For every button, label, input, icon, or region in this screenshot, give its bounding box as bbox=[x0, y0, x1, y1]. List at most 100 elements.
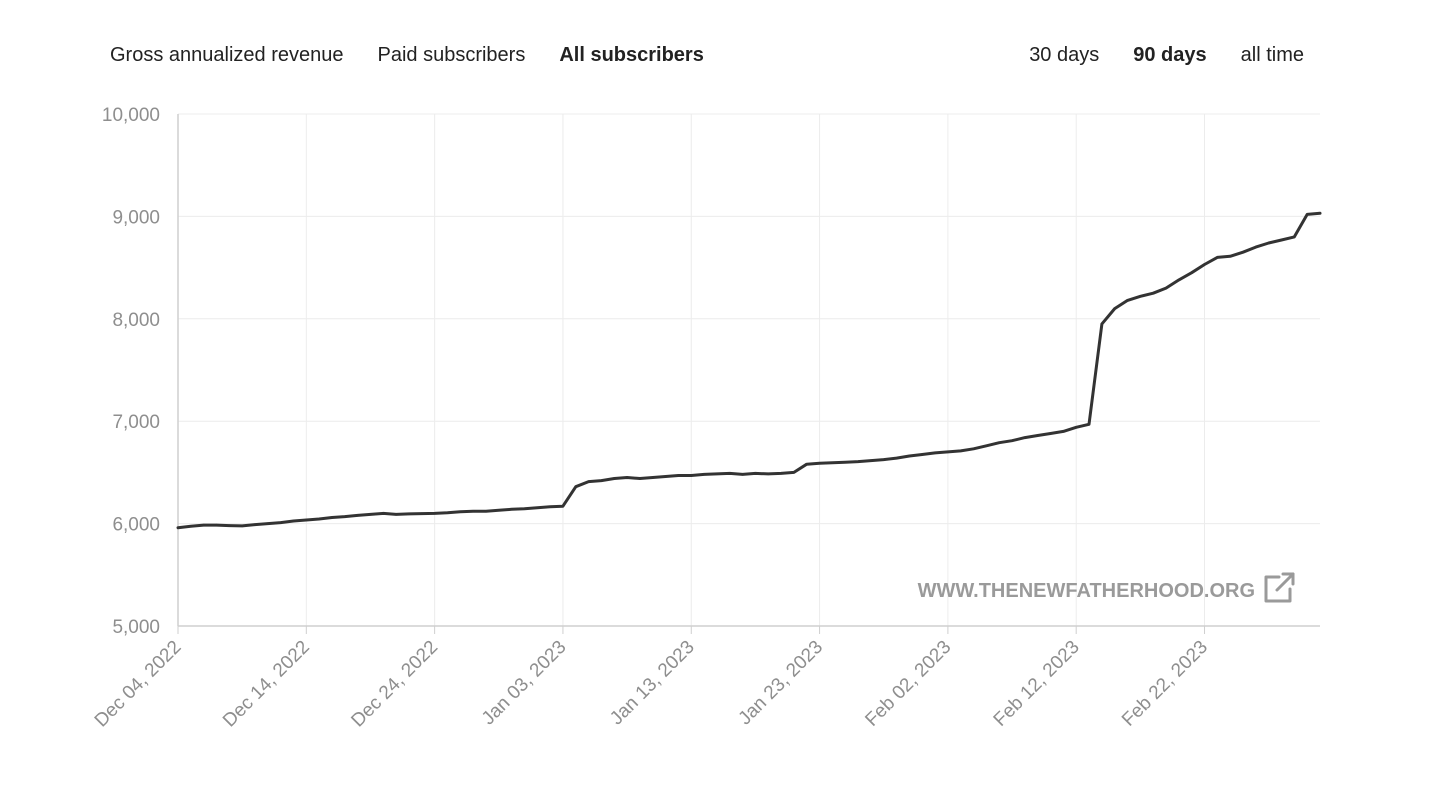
data-point bbox=[330, 516, 334, 519]
data-point bbox=[561, 505, 565, 508]
x-tick-label: Dec 04, 2022 bbox=[91, 637, 186, 732]
data-point bbox=[1164, 286, 1168, 290]
data-point bbox=[690, 474, 693, 477]
data-point bbox=[664, 475, 667, 478]
data-point bbox=[1280, 238, 1283, 242]
data-point bbox=[215, 523, 218, 527]
data-point bbox=[998, 441, 1001, 444]
tab-paid-subscribers[interactable]: Paid subscribers bbox=[377, 44, 526, 66]
grid bbox=[177, 113, 1320, 627]
tab-30-days[interactable]: 30 days bbox=[1029, 44, 1100, 66]
data-point bbox=[779, 472, 783, 475]
y-tick-label: 10,000 bbox=[102, 105, 160, 126]
y-tick-label: 6,000 bbox=[112, 515, 160, 536]
data-point bbox=[394, 513, 398, 516]
data-point bbox=[266, 522, 269, 525]
data-point bbox=[279, 521, 282, 524]
data-point bbox=[1075, 426, 1078, 429]
data-point bbox=[702, 473, 706, 476]
data-point bbox=[253, 523, 257, 526]
range-tabs: 30 days 90 days all time bbox=[1029, 40, 1304, 70]
series-line-all-subscribers bbox=[176, 211, 1322, 530]
data-point bbox=[767, 472, 770, 476]
data-point bbox=[946, 450, 950, 454]
data-point bbox=[856, 460, 860, 463]
metric-tabs: Gross annualized revenue Paid subscriber… bbox=[110, 40, 704, 70]
data-point bbox=[407, 512, 411, 516]
data-point bbox=[985, 444, 988, 447]
data-point bbox=[1087, 423, 1091, 426]
x-tick-label: Feb 02, 2023 bbox=[861, 637, 955, 731]
data-point bbox=[510, 508, 513, 511]
data-point bbox=[818, 462, 821, 465]
x-tick-label: Dec 24, 2022 bbox=[347, 637, 442, 732]
data-point bbox=[446, 511, 449, 514]
data-point bbox=[715, 472, 719, 476]
data-point bbox=[1062, 430, 1065, 433]
data-point bbox=[805, 463, 808, 466]
data-point bbox=[1216, 256, 1219, 259]
tab-all-subscribers[interactable]: All subscribers bbox=[559, 44, 704, 66]
data-point bbox=[420, 512, 423, 515]
data-point bbox=[356, 514, 359, 517]
data-point bbox=[1036, 434, 1039, 437]
data-point bbox=[625, 476, 629, 479]
data-point bbox=[241, 524, 244, 528]
data-point bbox=[741, 473, 744, 476]
data-point bbox=[202, 523, 205, 527]
data-point bbox=[228, 524, 231, 527]
data-point bbox=[176, 526, 180, 529]
y-axis: 5,000 6,000 7,000 8,000 9,000 10,000 bbox=[102, 105, 179, 638]
data-point bbox=[677, 474, 680, 477]
data-point bbox=[1010, 439, 1014, 442]
data-point bbox=[471, 510, 475, 513]
data-point bbox=[536, 506, 539, 509]
watermark[interactable]: WWW.THENEWFATHERHOOD.ORG bbox=[918, 572, 1295, 603]
series-group bbox=[176, 211, 1322, 530]
data-point bbox=[1139, 295, 1142, 298]
data-point bbox=[754, 472, 757, 475]
data-point bbox=[972, 447, 975, 450]
y-tick-label: 9,000 bbox=[112, 207, 160, 228]
x-tick-label: Jan 03, 2023 bbox=[478, 637, 571, 730]
data-point bbox=[959, 449, 962, 453]
x-tick-label: Jan 23, 2023 bbox=[735, 637, 828, 730]
external-link-icon[interactable] bbox=[1264, 572, 1295, 603]
data-point bbox=[728, 472, 731, 475]
data-point bbox=[1177, 278, 1181, 282]
data-point bbox=[651, 476, 654, 479]
data-point bbox=[587, 480, 590, 483]
x-tick-label: Dec 14, 2022 bbox=[219, 637, 314, 732]
data-point bbox=[869, 459, 873, 462]
data-point bbox=[189, 525, 192, 528]
tab-90-days[interactable]: 90 days bbox=[1133, 44, 1207, 66]
tab-gross-annualized-revenue[interactable]: Gross annualized revenue bbox=[110, 44, 344, 66]
watermark-text: WWW.THENEWFATHERHOOD.ORG bbox=[918, 580, 1255, 602]
data-point bbox=[613, 477, 616, 480]
data-point bbox=[638, 477, 642, 480]
data-point bbox=[523, 507, 526, 510]
data-point bbox=[369, 513, 372, 516]
data-point bbox=[600, 479, 603, 482]
y-tick-label: 5,000 bbox=[112, 617, 160, 638]
data-point bbox=[548, 505, 552, 508]
x-axis: Dec 04, 2022 Dec 14, 2022 Dec 24, 2022 Jan … bbox=[91, 625, 1320, 732]
data-point bbox=[933, 451, 937, 455]
data-point bbox=[1293, 235, 1296, 239]
data-point bbox=[844, 461, 847, 464]
data-point bbox=[1306, 213, 1309, 216]
data-point bbox=[921, 453, 924, 456]
data-point bbox=[792, 471, 796, 474]
data-point bbox=[292, 519, 295, 523]
data-point bbox=[1126, 299, 1129, 302]
data-point bbox=[1203, 263, 1206, 266]
data-point bbox=[343, 515, 346, 518]
tab-all-time[interactable]: all time bbox=[1240, 44, 1304, 66]
y-tick-label: 7,000 bbox=[112, 412, 160, 433]
data-point bbox=[908, 454, 911, 458]
x-tick-label: Jan 13, 2023 bbox=[606, 637, 699, 730]
data-point bbox=[1241, 251, 1245, 254]
x-tick-label: Feb 22, 2023 bbox=[1118, 637, 1212, 731]
data-point bbox=[305, 518, 308, 522]
